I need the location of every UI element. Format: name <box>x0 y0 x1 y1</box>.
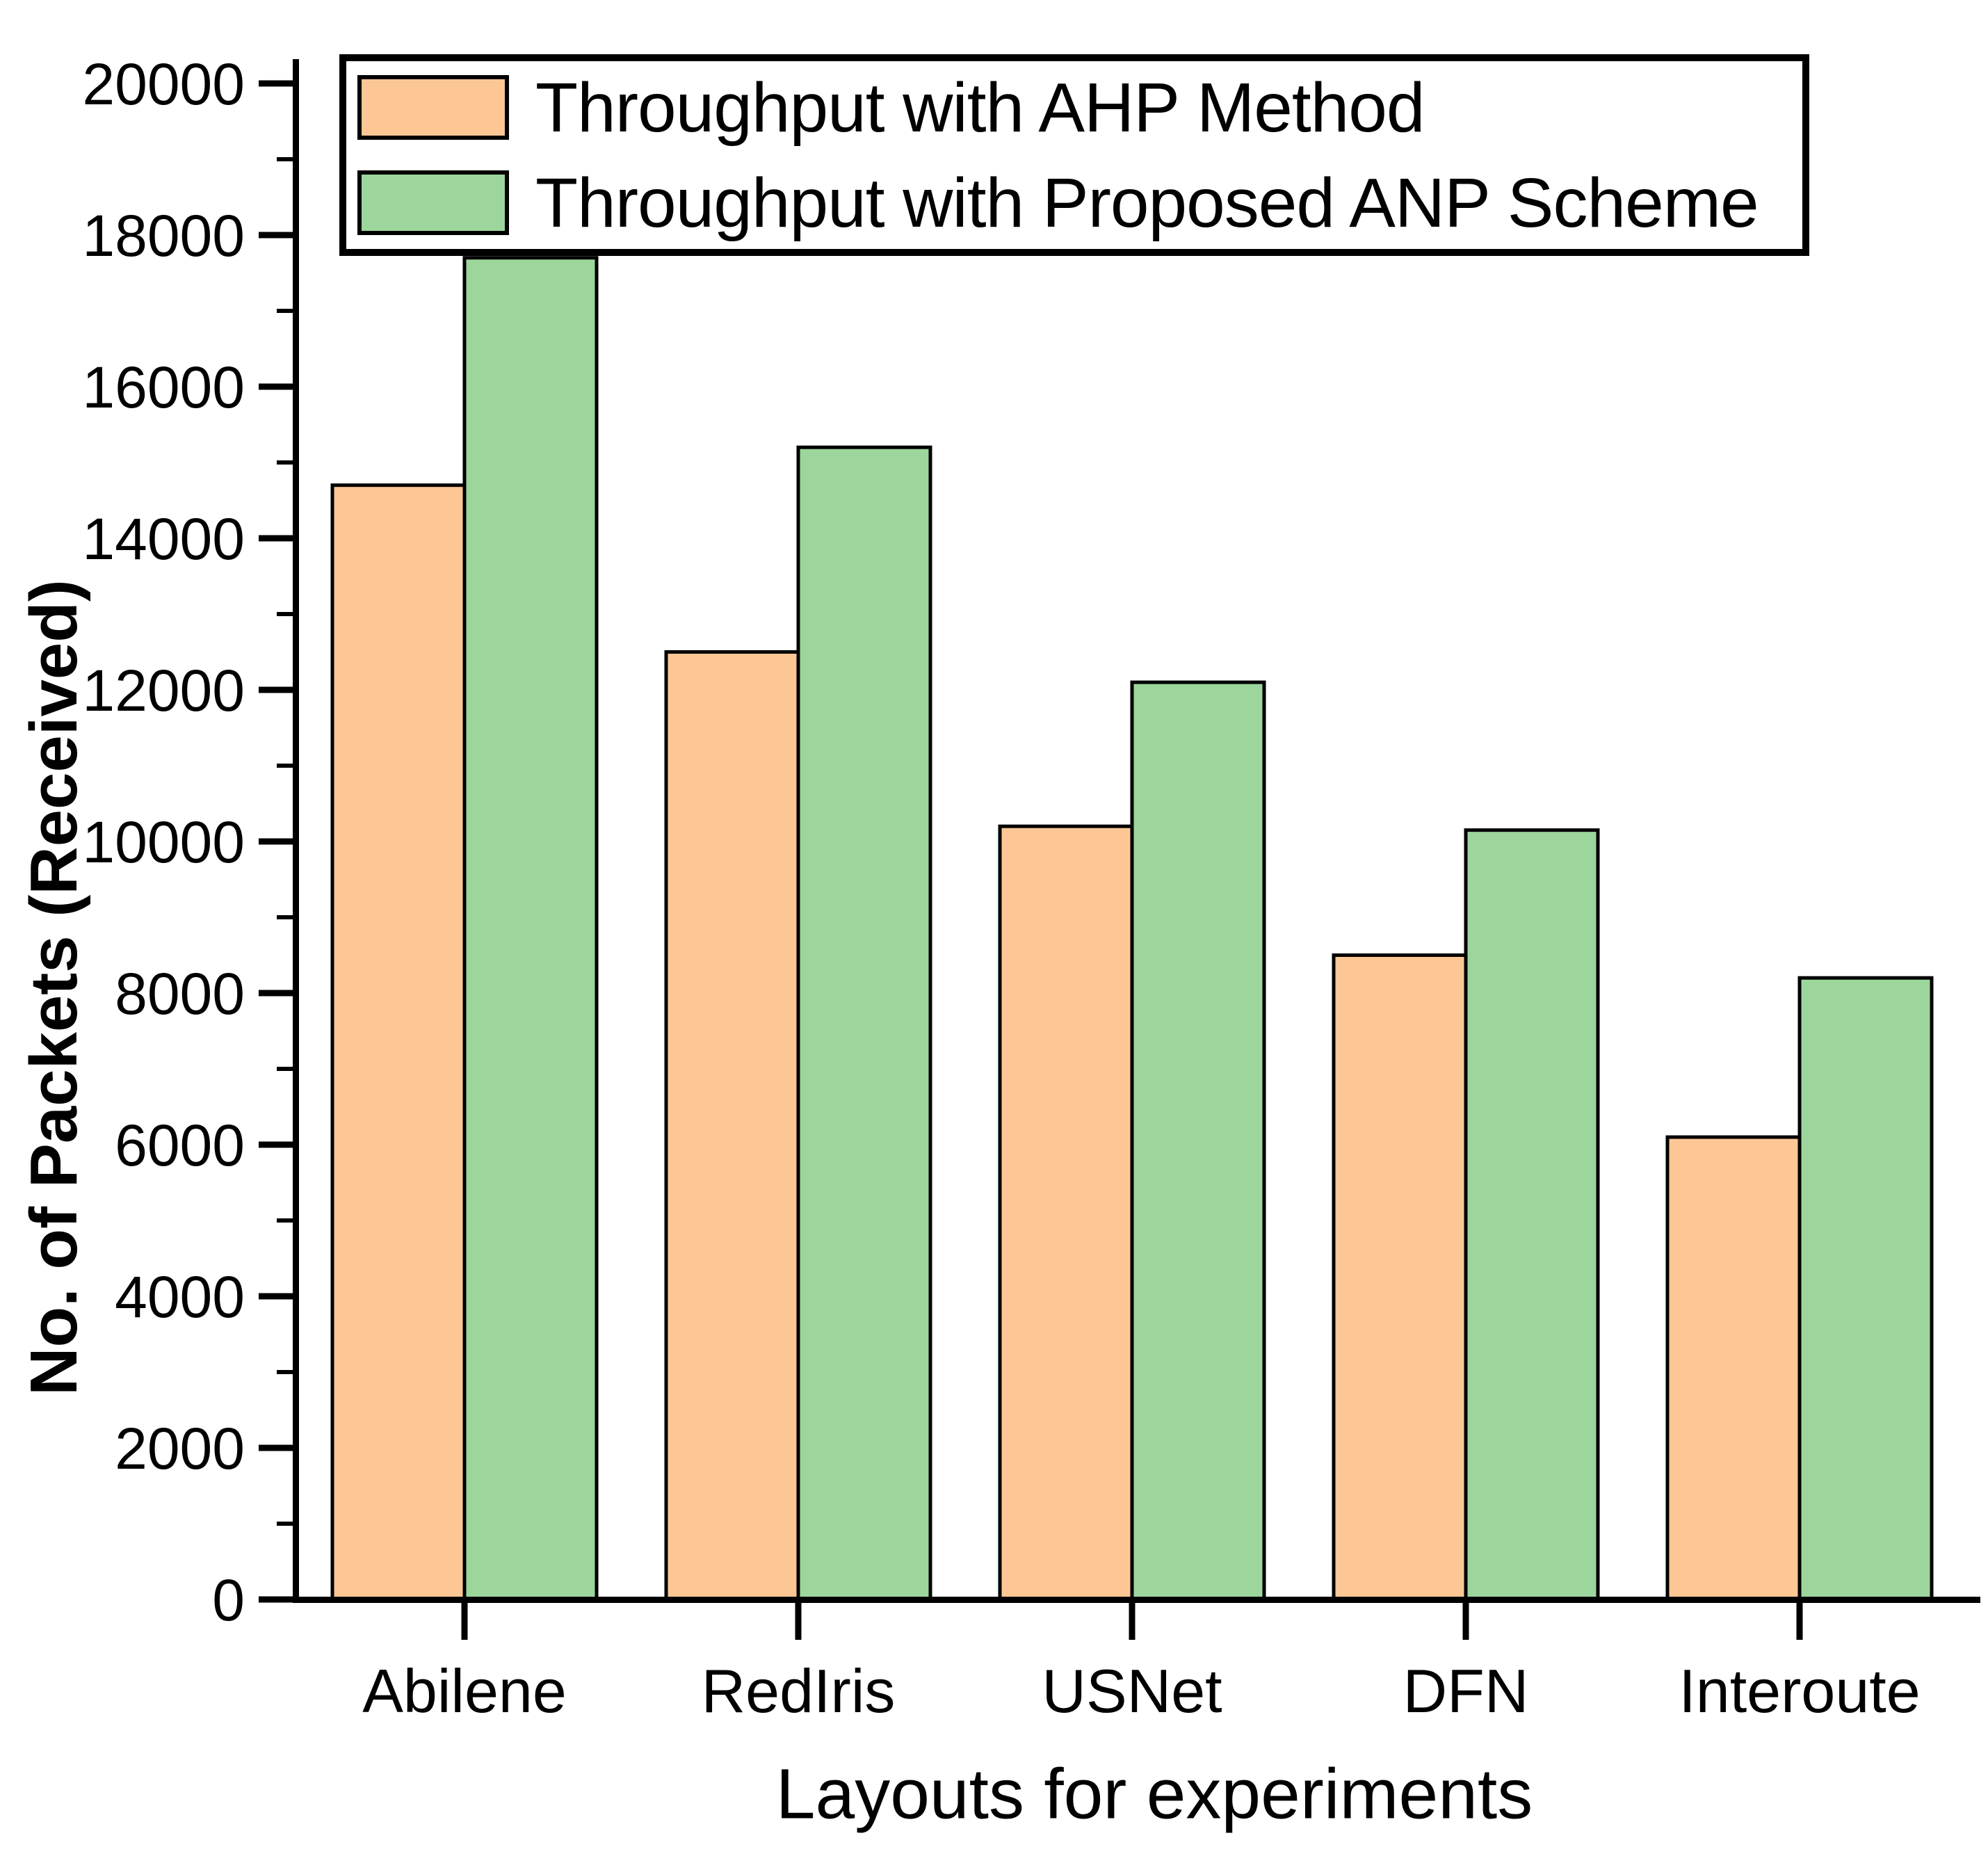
y-tick-label: 6000 <box>115 1113 245 1178</box>
bar-interoute-ahp <box>1665 1135 1802 1602</box>
legend-box: Throughput with AHP Method Throughput wi… <box>339 54 1809 256</box>
y-tick-label: 0 <box>212 1567 245 1633</box>
bar-rediris-ahp <box>664 650 800 1602</box>
legend-label-ahp: Throughput with AHP Method <box>535 68 1425 147</box>
bar-interoute-anp <box>1797 976 1934 1602</box>
y-tick-label: 10000 <box>82 809 245 875</box>
x-category-label-interoute: Interoute <box>1679 1656 1920 1725</box>
y-tick-label: 14000 <box>82 506 245 572</box>
legend-item-anp: Throughput with Proposed ANP Scheme <box>357 161 1802 245</box>
y-axis-title: No. of Packets (Received) <box>17 579 91 1396</box>
y-axis-spine <box>293 59 299 1603</box>
y-tick-label: 18000 <box>82 203 245 268</box>
y-tick-label: 20000 <box>82 51 245 117</box>
y-tick-label: 16000 <box>82 355 245 420</box>
legend-swatch-ahp <box>357 75 509 140</box>
x-category-label-usnet: USNet <box>1042 1656 1222 1725</box>
y-tick-label: 4000 <box>115 1264 245 1330</box>
legend-item-ahp: Throughput with AHP Method <box>357 65 1802 150</box>
bar-dfn-anp <box>1464 828 1600 1602</box>
x-axis-spine <box>293 1597 1980 1603</box>
bar-dfn-ahp <box>1332 953 1468 1602</box>
bar-usnet-ahp <box>998 824 1134 1602</box>
bar-usnet-anp <box>1130 680 1266 1602</box>
x-category-label-rediris: RedIris <box>702 1656 896 1725</box>
x-category-label-abilene: Abilene <box>362 1656 567 1725</box>
bar-rediris-anp <box>796 445 932 1602</box>
bar-abilene-ahp <box>330 483 467 1602</box>
y-tick-label: 2000 <box>115 1416 245 1481</box>
x-category-label-dfn: DFN <box>1403 1656 1529 1725</box>
y-tick-label: 12000 <box>82 658 245 723</box>
x-axis-title: Layouts for experiments <box>775 1754 1533 1834</box>
legend-swatch-anp <box>357 170 509 235</box>
y-tick-label: 8000 <box>115 961 245 1026</box>
bar-abilene-anp <box>462 256 599 1602</box>
legend-label-anp: Throughput with Proposed ANP Scheme <box>535 163 1759 242</box>
